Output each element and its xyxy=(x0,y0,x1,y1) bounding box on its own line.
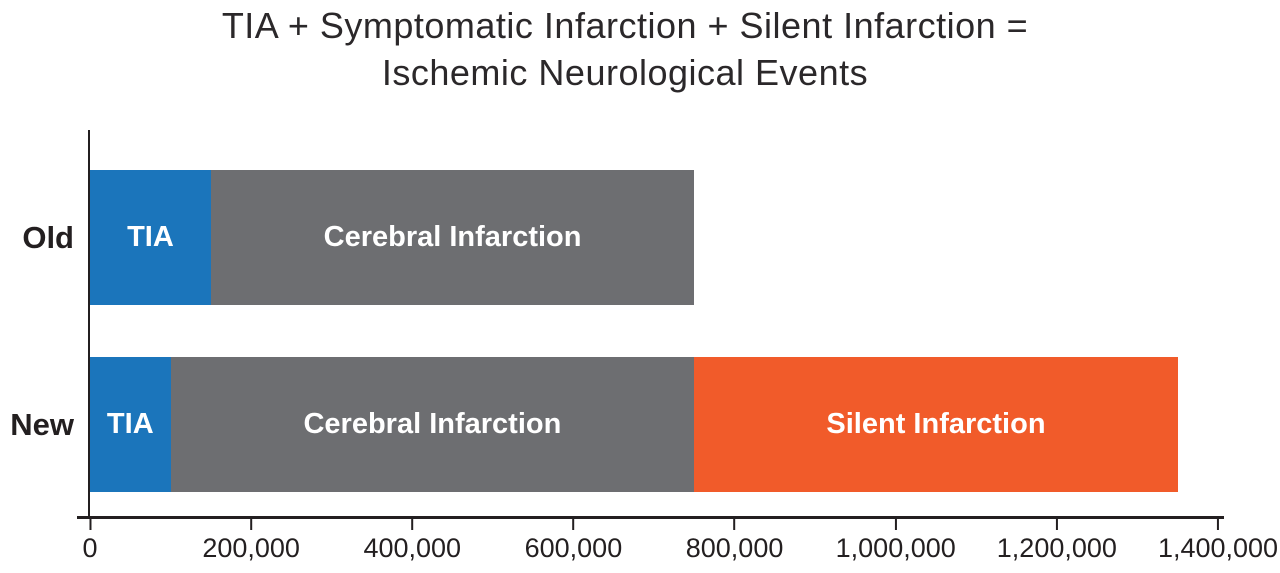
segment-label: TIA xyxy=(106,408,154,440)
tick-mark xyxy=(250,518,253,530)
chart-title: TIA + Symptomatic Infarction + Silent In… xyxy=(0,2,1250,96)
tick-label: 0 xyxy=(82,533,98,563)
chart-title-line2: Ischemic Neurological Events xyxy=(381,52,869,93)
tick-label: 200,000 xyxy=(202,533,300,563)
x-tick-1200000: 1,200,000 xyxy=(997,518,1117,564)
bar-segment-silent-infarction: Silent Infarction xyxy=(694,357,1178,492)
bar-segment-tia: TIA xyxy=(90,357,171,492)
tick-mark xyxy=(894,518,897,530)
category-label-old: Old xyxy=(22,219,74,255)
tick-mark xyxy=(733,518,736,530)
x-axis-line xyxy=(77,516,1224,519)
plot-area: Old TIA Cerebral Infarction New TIA Cerebral … xyxy=(10,130,1278,563)
tick-mark xyxy=(572,518,575,530)
chart-title-line1: TIA + Symptomatic Infarction + Silent In… xyxy=(221,5,1029,46)
segment-label: Cerebral Infarction xyxy=(303,408,562,440)
x-tick-200000: 200,000 xyxy=(202,518,300,564)
x-tick-800000: 800,000 xyxy=(685,518,784,564)
tick-label: 1,000,000 xyxy=(835,533,956,563)
segment-label: Cerebral Infarction xyxy=(323,221,582,253)
bar-segment-cerebral-infarction: Cerebral Infarction xyxy=(210,170,695,305)
tick-mark xyxy=(89,518,91,530)
bar-rows: Old TIA Cerebral Infarction New TIA Cerebral … xyxy=(10,170,1218,492)
segment-label: Silent Infarction xyxy=(826,408,1046,440)
tick-label: 1,200,000 xyxy=(996,533,1117,563)
segment-label: TIA xyxy=(127,221,174,253)
bar-segment-cerebral-infarction: Cerebral Infarction xyxy=(170,357,695,492)
x-tick-0: 0 xyxy=(82,518,98,564)
y-axis-line xyxy=(88,130,90,517)
tick-label: 1,400,000 xyxy=(1157,533,1279,563)
tick-mark xyxy=(1217,518,1219,530)
tick-mark xyxy=(411,518,414,530)
tick-label: 600,000 xyxy=(524,533,623,563)
x-axis-ticks: 0 200,000 400,000 600,000 800,000 1,000,000 1,… xyxy=(82,517,1278,573)
bar-row-new: New TIA Cerebral Infarction Silent Infarcti… xyxy=(10,357,1218,492)
category-label-new: New xyxy=(10,406,74,442)
bar-segment-tia: TIA xyxy=(90,170,211,305)
bar-track: TIA Cerebral Infarction Silent Infarction xyxy=(90,357,1218,492)
tick-label: 800,000 xyxy=(685,533,784,563)
tick-label: 400,000 xyxy=(363,533,462,563)
x-tick-600000: 600,000 xyxy=(524,518,623,564)
x-tick-400000: 400,000 xyxy=(363,518,461,564)
tick-mark xyxy=(1055,518,1058,530)
bar-row-old: Old TIA Cerebral Infarction xyxy=(22,170,1218,305)
bar-track: TIA Cerebral Infarction xyxy=(90,170,1218,305)
x-tick-1000000: 1,000,000 xyxy=(836,518,956,564)
x-tick-1400000: 1,400,000 xyxy=(1158,518,1278,564)
